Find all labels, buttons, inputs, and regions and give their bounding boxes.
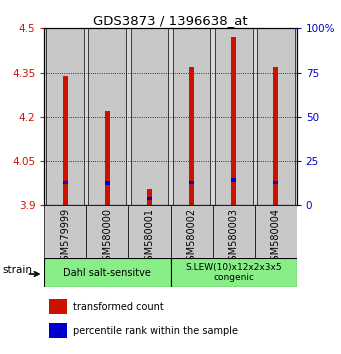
Text: GSM580002: GSM580002	[187, 208, 196, 267]
FancyBboxPatch shape	[255, 205, 297, 258]
Bar	[273, 67, 278, 205]
Title: GDS3873 / 1396638_at: GDS3873 / 1396638_at	[93, 14, 248, 27]
Text: GSM579999: GSM579999	[60, 208, 70, 267]
Bar	[63, 181, 68, 184]
FancyBboxPatch shape	[212, 205, 255, 258]
FancyBboxPatch shape	[89, 28, 127, 205]
Text: S.LEW(10)x12x2x3x5
congenic: S.LEW(10)x12x2x3x5 congenic	[185, 263, 282, 282]
Text: percentile rank within the sample: percentile rank within the sample	[73, 326, 238, 336]
Text: GSM580003: GSM580003	[228, 208, 239, 267]
FancyBboxPatch shape	[131, 28, 168, 205]
FancyBboxPatch shape	[129, 205, 170, 258]
Text: transformed count: transformed count	[73, 302, 164, 312]
FancyBboxPatch shape	[86, 205, 129, 258]
FancyBboxPatch shape	[44, 205, 86, 258]
Bar	[231, 37, 236, 205]
Text: GSM580004: GSM580004	[271, 208, 281, 267]
Bar	[49, 324, 67, 338]
Bar	[189, 67, 194, 205]
Text: strain: strain	[2, 265, 32, 275]
FancyBboxPatch shape	[257, 28, 295, 205]
FancyBboxPatch shape	[173, 28, 210, 205]
Bar	[147, 197, 152, 200]
Bar	[49, 299, 67, 314]
Text: Dahl salt-sensitve: Dahl salt-sensitve	[63, 268, 151, 278]
Text: GSM580001: GSM580001	[145, 208, 154, 267]
FancyBboxPatch shape	[44, 258, 170, 287]
Bar	[231, 178, 236, 182]
Bar	[63, 75, 68, 205]
Text: GSM580000: GSM580000	[102, 208, 113, 267]
FancyBboxPatch shape	[170, 258, 297, 287]
Bar	[147, 189, 152, 205]
Bar	[189, 181, 194, 184]
Bar	[273, 181, 278, 184]
Bar	[105, 181, 110, 185]
FancyBboxPatch shape	[215, 28, 253, 205]
FancyBboxPatch shape	[46, 28, 84, 205]
FancyBboxPatch shape	[170, 205, 212, 258]
Bar	[105, 111, 110, 205]
